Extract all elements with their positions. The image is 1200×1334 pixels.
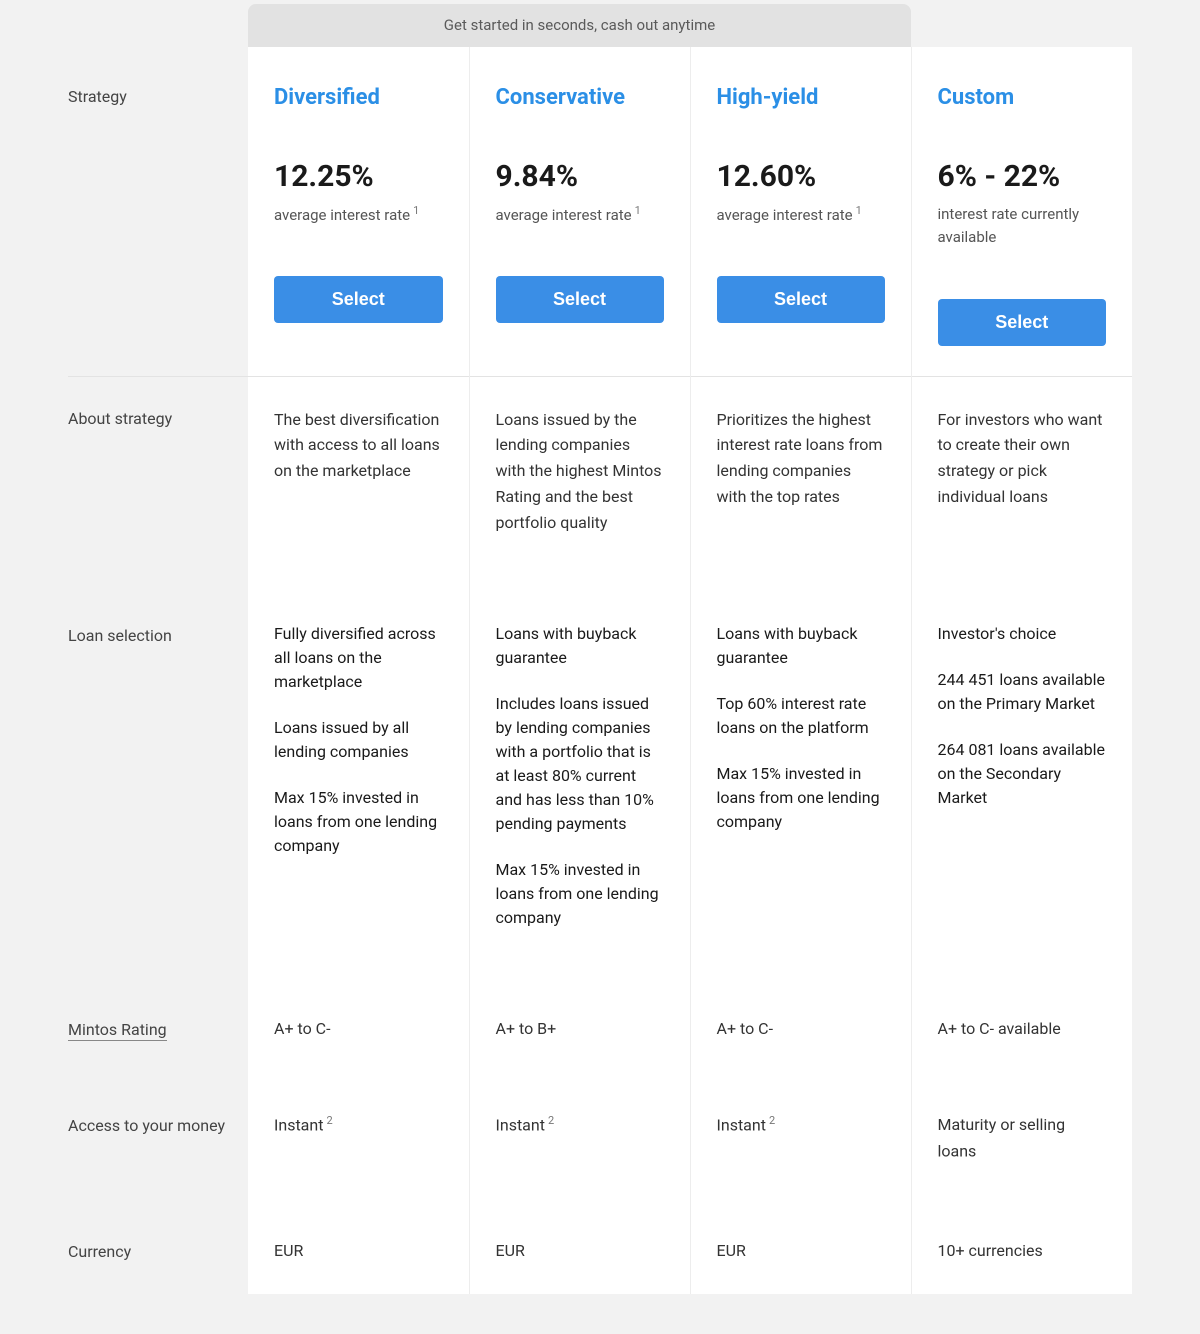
- strategy-title[interactable]: Conservative: [496, 81, 664, 114]
- loan-selection-diversified: Fully diversified across all loans on th…: [248, 566, 469, 960]
- strategy-card-conservative: Conservative 9.84% average interest rate…: [469, 47, 690, 377]
- list-item: Max 15% invested in loans from one lendi…: [274, 786, 443, 858]
- select-button-highyield[interactable]: Select: [717, 276, 885, 323]
- strategy-card-highyield: High-yield 12.60% average interest rate1…: [690, 47, 911, 377]
- currency-highyield: EUR: [690, 1184, 911, 1294]
- loan-selection-conservative: Loans with buyback guarantee Includes lo…: [469, 566, 690, 960]
- select-button-conservative[interactable]: Select: [496, 276, 664, 323]
- select-button-custom[interactable]: Select: [938, 299, 1107, 346]
- row-label-loan-selection: Loan selection: [68, 566, 248, 960]
- rate-label: average interest rate1: [717, 203, 885, 227]
- list-item: Investor's choice: [938, 622, 1107, 646]
- rating-custom: A+ to C- available: [911, 960, 1132, 1072]
- row-label-about: About strategy: [68, 376, 248, 566]
- select-button-diversified[interactable]: Select: [274, 276, 443, 323]
- rate-value: 12.60%: [717, 154, 885, 199]
- list-item: 244 451 loans available on the Primary M…: [938, 668, 1107, 716]
- about-highyield: Prioritizes the highest interest rate lo…: [690, 376, 911, 566]
- currency-custom: 10+ currencies: [911, 1184, 1132, 1294]
- about-conservative: Loans issued by the lending companies wi…: [469, 376, 690, 566]
- list-item: Loans with buyback guarantee: [717, 622, 885, 670]
- rating-label-link[interactable]: Mintos Rating: [68, 1020, 167, 1041]
- about-custom: For investors who want to create their o…: [911, 376, 1132, 566]
- list-item: 264 081 loans available on the Secondary…: [938, 738, 1107, 810]
- access-custom: Maturity or selling loans: [911, 1072, 1132, 1184]
- rating-diversified: A+ to C-: [248, 960, 469, 1072]
- strategy-title[interactable]: High-yield: [717, 81, 885, 114]
- list-item: Top 60% interest rate loans on the platf…: [717, 692, 885, 740]
- rate-label: interest rate currently available: [938, 203, 1107, 249]
- rate-label: average interest rate1: [496, 203, 664, 227]
- currency-conservative: EUR: [469, 1184, 690, 1294]
- access-diversified: Instant2: [248, 1072, 469, 1184]
- loan-selection-highyield: Loans with buyback guarantee Top 60% int…: [690, 566, 911, 960]
- rate-label: average interest rate1: [274, 203, 443, 227]
- access-conservative: Instant2: [469, 1072, 690, 1184]
- list-item: Max 15% invested in loans from one lendi…: [496, 858, 664, 930]
- rate-value: 6% - 22%: [938, 154, 1107, 199]
- banner: Get started in seconds, cash out anytime: [248, 4, 911, 47]
- rating-conservative: A+ to B+: [469, 960, 690, 1072]
- strategy-comparison-table: Get started in seconds, cash out anytime…: [68, 4, 1132, 1294]
- list-item: Max 15% invested in loans from one lendi…: [717, 762, 885, 834]
- list-item: Loans with buyback guarantee: [496, 622, 664, 670]
- list-item: Loans issued by all lending companies: [274, 716, 443, 764]
- about-diversified: The best diversification with access to …: [248, 376, 469, 566]
- row-label-currency: Currency: [68, 1184, 248, 1294]
- rating-highyield: A+ to C-: [690, 960, 911, 1072]
- access-highyield: Instant2: [690, 1072, 911, 1184]
- currency-diversified: EUR: [248, 1184, 469, 1294]
- list-item: Includes loans issued by lending compani…: [496, 692, 664, 836]
- strategy-card-diversified: Diversified 12.25% average interest rate…: [248, 47, 469, 377]
- strategy-title[interactable]: Custom: [938, 81, 1107, 114]
- strategy-card-custom: Custom 6% - 22% interest rate currently …: [911, 47, 1132, 377]
- row-label-rating: Mintos Rating: [68, 960, 248, 1072]
- strategy-title[interactable]: Diversified: [274, 81, 443, 114]
- rate-value: 12.25%: [274, 154, 443, 199]
- row-label-access: Access to your money: [68, 1072, 248, 1184]
- row-label-strategy: Strategy: [68, 47, 248, 377]
- rate-value: 9.84%: [496, 154, 664, 199]
- loan-selection-custom: Investor's choice 244 451 loans availabl…: [911, 566, 1132, 960]
- list-item: Fully diversified across all loans on th…: [274, 622, 443, 694]
